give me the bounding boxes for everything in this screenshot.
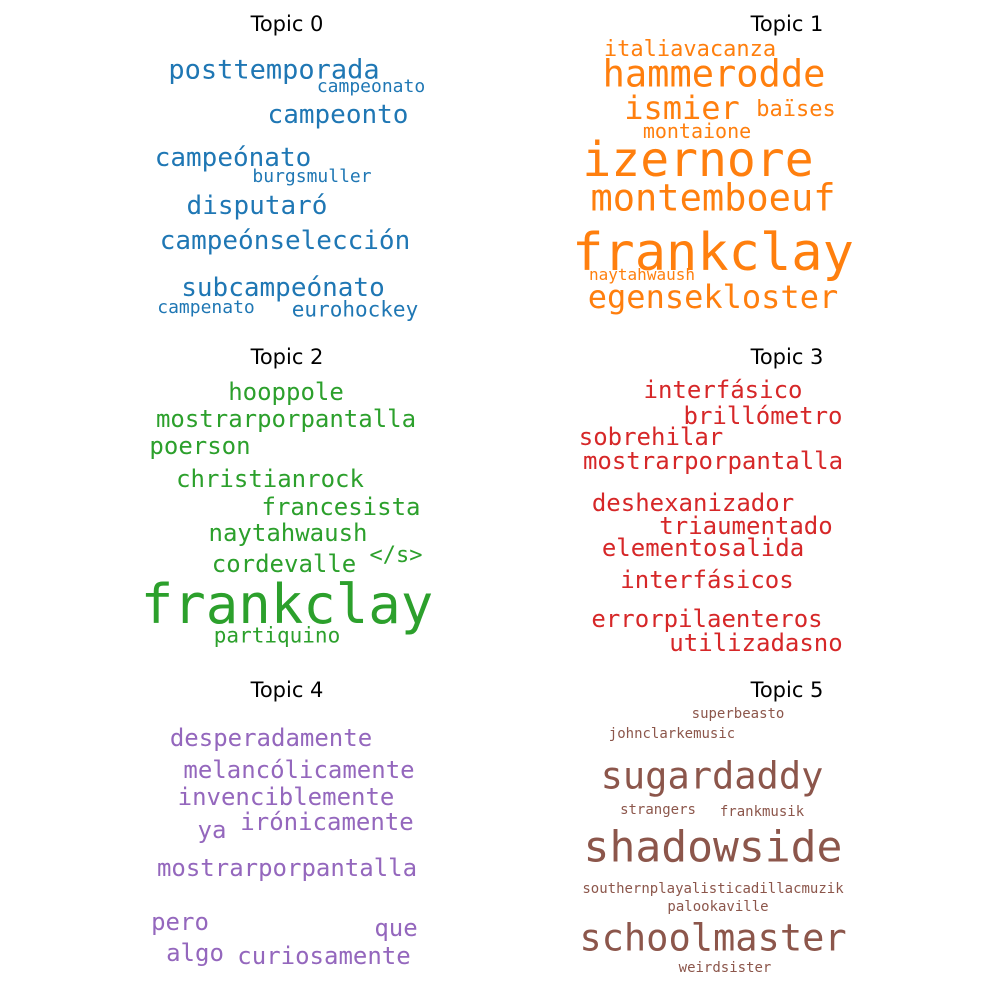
topic-title: Topic 2 [250,345,324,369]
cloud-word: invenciblemente [177,783,395,811]
cloud-word: triaumentado [659,512,833,540]
topic-title: Topic 1 [750,12,824,36]
cloud-word: izernore [582,132,814,188]
word-cloud: desperadamente melancólicamente invencible… [0,666,500,1000]
cloud-word: frankclay [572,223,854,283]
topic-title: Topic 4 [250,678,324,702]
cloud-word: que [374,914,418,942]
cloud-word: desperadamente [169,724,373,752]
cloud-word: campeonato [316,76,426,97]
cloud-word: frankclay [140,573,434,636]
cloud-word: montaione [642,119,752,143]
cloud-word: campeónselección [159,226,411,256]
word-cloud: superbeasto johnclarkemusic sugardaddy stra… [500,666,1000,1000]
cloud-word: francesista [261,493,421,521]
cloud-word: eurohockey [291,297,419,322]
topic-panel-0: Topic 0 posttemporada campeonato campeonto c… [0,0,500,334]
cloud-word: algo [166,939,224,967]
cloud-word: campeónato [154,143,312,173]
cloud-word: brillómetro [683,402,843,430]
cloud-word: utilizadasno [669,629,843,657]
cloud-word: mostrarporpantalla [156,854,418,882]
cloud-word: montemboeuf [590,176,836,220]
cloud-word: strangers [620,802,696,818]
topic-panel-4: Topic 4 desperadamente melancólicamente inv… [0,666,500,1000]
cloud-word: baïses [756,97,836,122]
cloud-word: mostrarporpantalla [582,447,844,475]
cloud-word: poerson [149,432,251,460]
cloud-word: hooppole [228,378,344,406]
word-cloud: italiavacanza hammerodde ismier baïses monta… [500,0,1000,334]
cloud-word: disputaró [186,191,328,221]
cloud-word: palookaville [667,899,769,915]
cloud-word: deshexanizador [591,489,795,517]
cloud-word: italiavacanza [603,37,777,62]
topic-title: Topic 0 [250,12,324,36]
cloud-word: ya [197,816,227,844]
cloud-word: irónicamente [240,808,414,836]
cloud-word: errorpilaenteros [591,605,823,633]
cloud-word: campeonto [267,100,409,130]
cloud-word: ismier [624,89,740,127]
cloud-word: </s> [369,543,423,568]
topic-panel-5: Topic 5 superbeasto johnclarkemusic sugarda… [500,666,1000,1000]
cloud-word: pero [151,908,209,936]
word-cloud: interfásico brillómetro sobrehilar mostrarp… [500,333,1000,667]
cloud-word: johnclarkemusic [608,726,736,742]
cloud-word: frankmusik [719,804,805,820]
cloud-word: egensekloster [587,278,839,316]
topic-panel-1: Topic 1 italiavacanza hammerodde ismier baïs… [500,0,1000,334]
cloud-word: shadowside [583,822,843,873]
cloud-word: burgsmuller [252,166,372,187]
cloud-word: interfásico [643,376,803,404]
word-cloud: hooppole mostrarporpantalla poerson christi… [0,333,500,667]
cloud-word: weirdsister [678,960,772,976]
topic-title: Topic 5 [750,678,824,702]
cloud-word: sugardaddy [600,754,824,798]
cloud-word: hammerodde [602,52,826,96]
topic-title: Topic 3 [750,345,824,369]
topic-panel-3: Topic 3 interfásico brillómetro sobrehilar m… [500,333,1000,667]
cloud-word: sobrehilar [578,423,724,451]
cloud-word: posttemporada [168,54,380,86]
topic-panel-2: Topic 2 hooppole mostrarporpantalla poerson… [0,333,500,667]
cloud-word: elementosalida [601,534,805,562]
cloud-word: campenato [157,297,255,318]
cloud-word: naytahwaush [589,265,695,284]
cloud-word: cordevalle [211,550,357,578]
cloud-word: naytahwaush [208,519,368,547]
cloud-word: southernplayalisticadillacmuzik [582,881,844,897]
cloud-word: partiquino [213,623,341,648]
cloud-word: superbeasto [691,706,785,722]
cloud-word: interfásicos [620,566,794,594]
cloud-word: curiosamente [237,942,411,970]
cloud-word: christianrock [176,465,364,493]
cloud-word: melancólicamente [183,756,415,784]
cloud-word: schoolmaster [579,916,847,960]
word-cloud: posttemporada campeonato campeonto campeóna… [0,0,500,334]
cloud-word: mostrarporpantalla [155,405,417,433]
cloud-word: subcampeónato [181,273,385,303]
